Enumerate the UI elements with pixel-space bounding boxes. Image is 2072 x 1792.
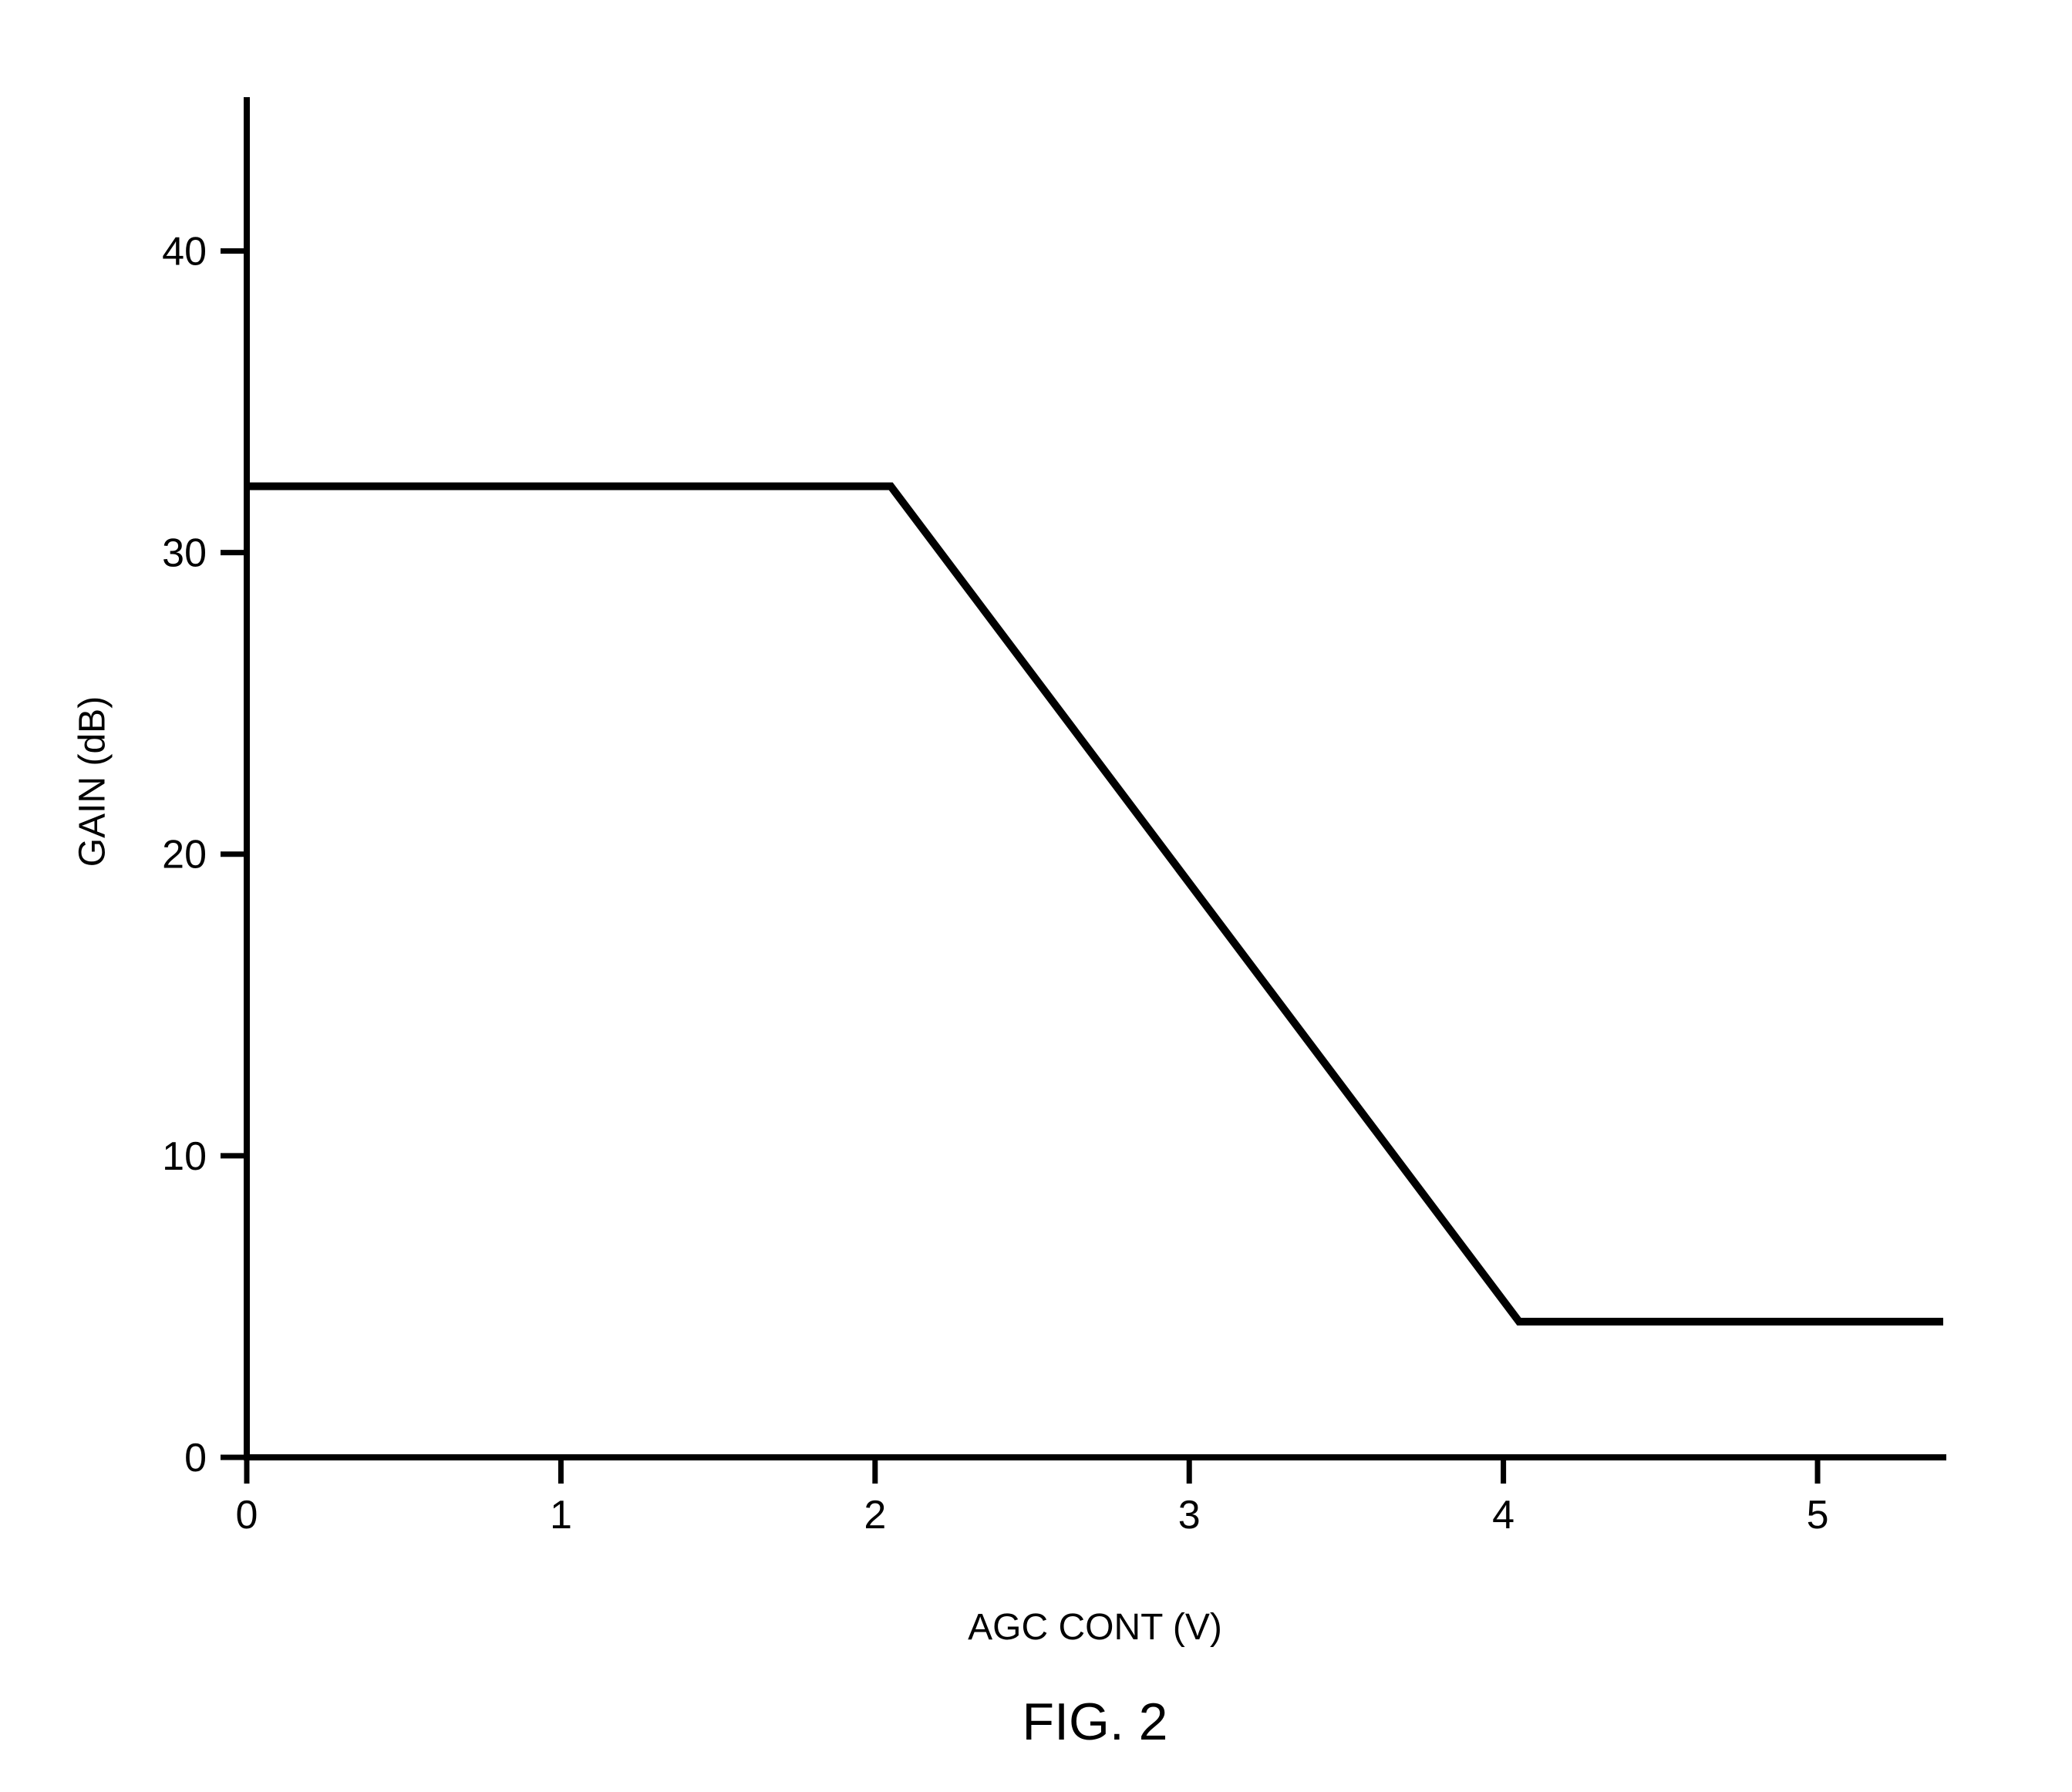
x-tick-label: 2	[864, 1493, 886, 1538]
x-tick-label: 0	[236, 1493, 258, 1538]
y-tick-label: 0	[184, 1436, 207, 1480]
y-tick-label: 10	[162, 1134, 207, 1179]
figure-container: 0 10 20 30 40 0 1 2 3 4 5 AGC CONT (V) FIG. 2 GAIN (…	[0, 0, 2072, 1792]
chart-background	[0, 0, 2072, 1792]
x-tick-label: 5	[1807, 1493, 1829, 1538]
figure-caption: FIG. 2	[1023, 1693, 1168, 1751]
y-tick-label: 40	[162, 229, 207, 274]
y-tick-label: 20	[162, 833, 207, 877]
x-tick-label: 1	[550, 1493, 572, 1538]
x-tick-label: 4	[1492, 1493, 1514, 1538]
x-axis-label: AGC CONT (V)	[968, 1607, 1222, 1648]
chart-canvas: 0 10 20 30 40 0 1 2 3 4 5 AGC CONT (V) FIG. 2	[0, 0, 2072, 1792]
x-tick-label: 3	[1178, 1493, 1201, 1538]
y-tick-label: 30	[162, 531, 207, 576]
y-axis-label: GAIN (dB)	[72, 551, 114, 1013]
